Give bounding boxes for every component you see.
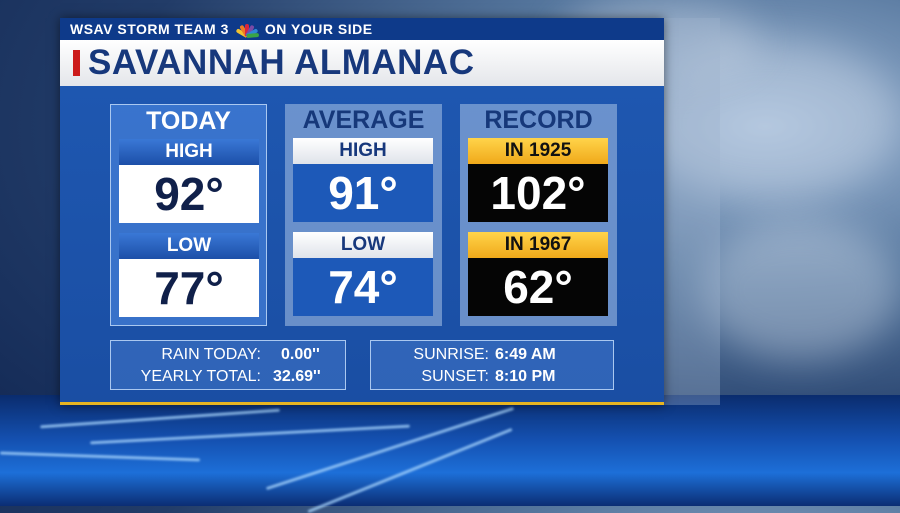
today-high: HIGH 92° bbox=[119, 139, 259, 223]
station-bar: WSAV STORM TEAM 3 ON YOUR SIDE bbox=[60, 18, 664, 40]
sunset-value: 8:10 PM bbox=[495, 368, 556, 385]
tagline: ON YOUR SIDE bbox=[264, 21, 373, 37]
glass-edge bbox=[664, 18, 720, 405]
average-low: LOW 74° bbox=[293, 232, 433, 316]
rain-yearly-label: YEARLY TOTAL: bbox=[140, 368, 261, 385]
gold-rule bbox=[60, 402, 664, 405]
cell-label: LOW bbox=[119, 233, 259, 259]
rain-today-value: 0.00'' bbox=[281, 346, 320, 363]
cell-value: 92° bbox=[119, 165, 259, 223]
sunrise-value: 6:49 AM bbox=[495, 346, 556, 363]
cell-label: LOW bbox=[293, 232, 433, 258]
record-high: IN 1925 102° bbox=[468, 138, 608, 222]
cell-value: 74° bbox=[293, 258, 433, 316]
accent-bar bbox=[73, 50, 80, 76]
cell-label: HIGH bbox=[119, 139, 259, 165]
cell-value: 62° bbox=[468, 258, 608, 316]
column-heading: RECORD bbox=[484, 106, 593, 134]
sunrise-label: SUNRISE: bbox=[413, 346, 489, 363]
column-heading: AVERAGE bbox=[302, 106, 425, 134]
title-bar: SAVANNAH ALMANAC bbox=[60, 40, 664, 86]
page-title: SAVANNAH ALMANAC bbox=[88, 43, 475, 82]
rain-today-label: RAIN TODAY: bbox=[161, 346, 261, 363]
sun-box: SUNRISE: 6:49 AM SUNSET: 8:10 PM bbox=[370, 340, 614, 390]
rain-yearly-value: 32.69'' bbox=[273, 368, 321, 385]
cell-label: IN 1925 bbox=[468, 138, 608, 164]
column-heading: TODAY bbox=[146, 107, 231, 135]
today-low: LOW 77° bbox=[119, 233, 259, 317]
cell-value: 91° bbox=[293, 164, 433, 222]
almanac-panel: WSAV STORM TEAM 3 ON YOUR SIDE SAVANNAH … bbox=[60, 18, 664, 405]
average-column: AVERAGE HIGH 91° LOW 74° bbox=[285, 104, 442, 326]
peacock-icon bbox=[235, 23, 260, 38]
average-high: HIGH 91° bbox=[293, 138, 433, 222]
cell-label: IN 1967 bbox=[468, 232, 608, 258]
record-low: IN 1967 62° bbox=[468, 232, 608, 316]
cell-label: HIGH bbox=[293, 138, 433, 164]
cell-value: 102° bbox=[468, 164, 608, 222]
cloud bbox=[640, 40, 900, 200]
record-column: RECORD IN 1925 102° IN 1967 62° bbox=[460, 104, 617, 326]
sunset-label: SUNSET: bbox=[421, 368, 489, 385]
rain-box: RAIN TODAY: 0.00'' YEARLY TOTAL: 32.69'' bbox=[110, 340, 346, 390]
station-name: WSAV STORM TEAM 3 bbox=[70, 21, 229, 37]
studio-floor bbox=[0, 395, 900, 513]
today-column: TODAY HIGH 92° LOW 77° bbox=[110, 104, 267, 326]
cloud bbox=[700, 220, 900, 360]
cell-value: 77° bbox=[119, 259, 259, 317]
